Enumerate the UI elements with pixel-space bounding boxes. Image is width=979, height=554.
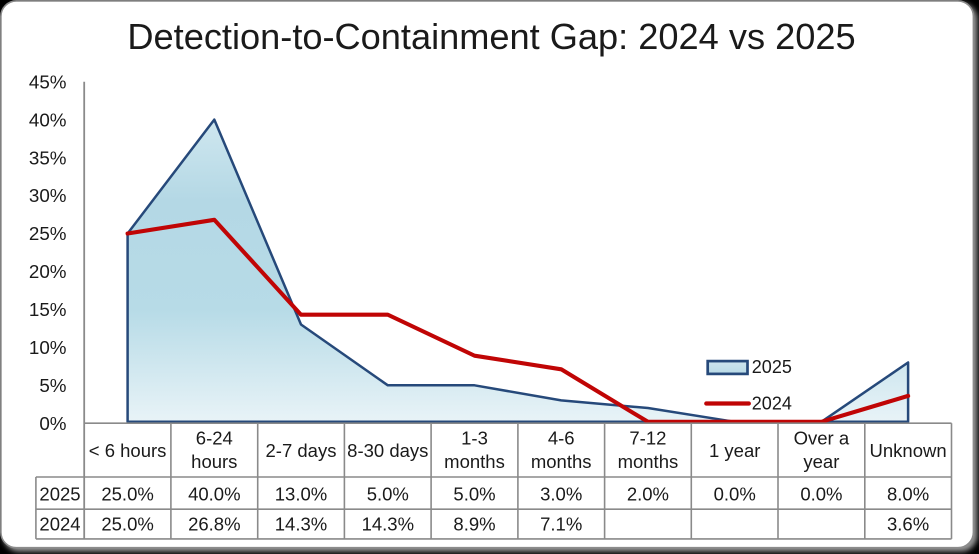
svg-text:8.9%: 8.9% [453, 513, 495, 534]
svg-text:months: months [531, 451, 592, 472]
svg-text:3.0%: 3.0% [540, 483, 582, 504]
svg-text:14.3%: 14.3% [362, 513, 414, 534]
svg-text:2025: 2025 [752, 357, 792, 377]
svg-text:4-6: 4-6 [548, 427, 575, 448]
svg-text:2025: 2025 [39, 483, 80, 504]
svg-text:14.3%: 14.3% [275, 513, 327, 534]
svg-text:40%: 40% [29, 109, 67, 130]
svg-text:5.0%: 5.0% [367, 483, 409, 504]
svg-text:6-24: 6-24 [196, 427, 233, 448]
svg-text:0.0%: 0.0% [714, 483, 756, 504]
svg-text:20%: 20% [29, 261, 67, 282]
svg-text:5%: 5% [39, 375, 66, 396]
svg-text:Detection-to-Containment Gap:: Detection-to-Containment Gap: 2024 vs 20… [127, 16, 855, 57]
svg-text:year: year [803, 451, 839, 472]
svg-text:25%: 25% [29, 223, 67, 244]
svg-text:7-12: 7-12 [629, 427, 666, 448]
svg-text:40.0%: 40.0% [188, 483, 240, 504]
svg-text:25.0%: 25.0% [101, 483, 153, 504]
svg-text:10%: 10% [29, 337, 67, 358]
svg-text:0.0%: 0.0% [800, 483, 842, 504]
svg-text:7.1%: 7.1% [540, 513, 582, 534]
svg-text:3.6%: 3.6% [887, 513, 929, 534]
svg-text:months: months [444, 451, 505, 472]
svg-text:25.0%: 25.0% [101, 513, 153, 534]
svg-text:8-30 days: 8-30 days [347, 440, 428, 461]
svg-text:0%: 0% [39, 413, 66, 434]
svg-text:8.0%: 8.0% [887, 483, 929, 504]
svg-text:2024: 2024 [752, 394, 792, 414]
svg-text:26.8%: 26.8% [188, 513, 240, 534]
svg-text:Over a: Over a [794, 427, 850, 448]
svg-text:Unknown: Unknown [870, 440, 947, 461]
svg-text:months: months [618, 451, 679, 472]
svg-text:1-3: 1-3 [461, 427, 488, 448]
svg-text:30%: 30% [29, 185, 67, 206]
svg-text:< 6 hours: < 6 hours [89, 440, 167, 461]
svg-text:1 year: 1 year [709, 440, 760, 461]
svg-text:15%: 15% [29, 299, 67, 320]
svg-text:hours: hours [191, 451, 237, 472]
svg-text:2-7 days: 2-7 days [266, 440, 337, 461]
svg-text:2024: 2024 [39, 513, 80, 534]
svg-text:45%: 45% [29, 71, 67, 92]
svg-text:2.0%: 2.0% [627, 483, 669, 504]
svg-text:13.0%: 13.0% [275, 483, 327, 504]
svg-text:5.0%: 5.0% [453, 483, 495, 504]
svg-text:35%: 35% [29, 147, 67, 168]
